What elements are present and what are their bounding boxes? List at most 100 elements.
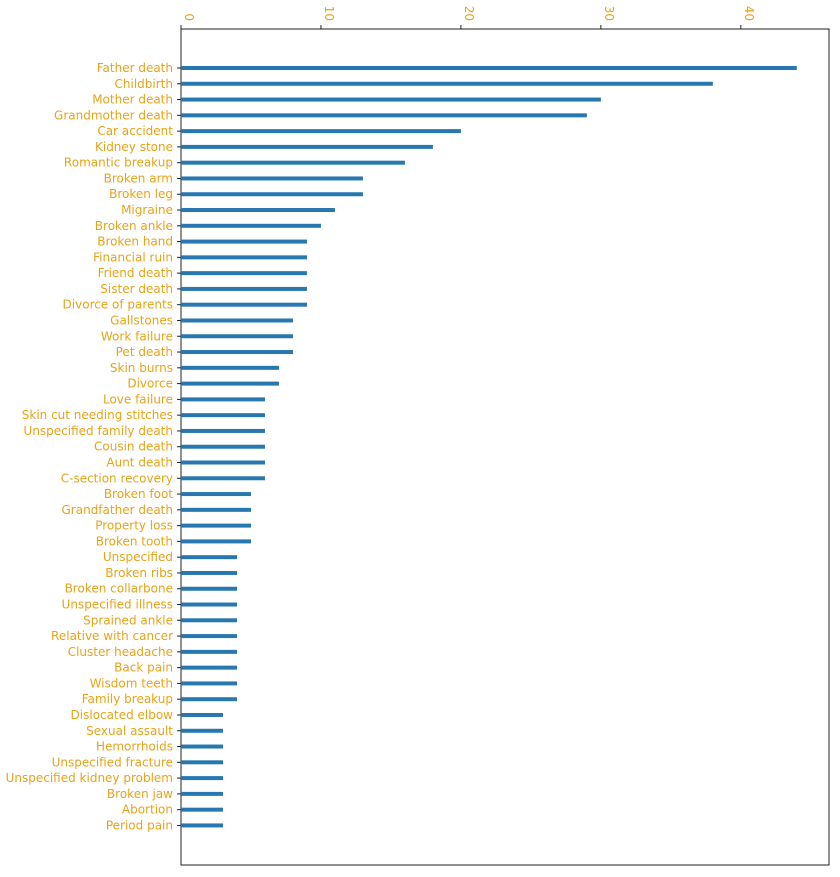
bar (181, 350, 293, 355)
bar (181, 239, 307, 244)
category-label: Mother death (92, 93, 173, 107)
category-label: Broken ankle (95, 219, 173, 233)
category-label: Unspecified (103, 550, 173, 564)
bar (181, 113, 587, 118)
bar (181, 444, 265, 449)
bar (181, 66, 797, 70)
bar (181, 586, 237, 591)
category-label: Broken leg (109, 187, 173, 201)
bar (181, 618, 237, 623)
bar (181, 176, 363, 181)
category-label: Family breakup (82, 692, 173, 706)
category-label: Skin burns (110, 361, 173, 375)
bar (181, 255, 307, 260)
category-label: C-section recovery (61, 471, 173, 485)
category-label: Sprained ankle (83, 613, 173, 627)
bar (181, 334, 293, 339)
category-label: Pet death (116, 345, 173, 359)
category-label: Childbirth (115, 77, 173, 91)
category-label: Broken hand (97, 235, 173, 249)
category-label: Car accident (97, 124, 173, 138)
bar (181, 760, 223, 765)
category-label: Divorce (127, 377, 173, 391)
category-label: Unspecified kidney problem (6, 771, 173, 785)
category-label: Father death (97, 61, 173, 75)
category-labels: Father death Childbirth Mother deathGrandm… (6, 61, 181, 832)
bar (181, 365, 279, 370)
category-label: Grandmother death (54, 108, 173, 122)
bar (181, 144, 433, 149)
x-tick-label: 0 (182, 13, 196, 21)
category-label: Relative with cancer (51, 629, 173, 643)
bar (181, 728, 223, 733)
category-label: Friend death (98, 266, 173, 280)
bar (181, 712, 223, 717)
category-label: Unspecified fracture (52, 755, 173, 769)
bar (181, 192, 363, 197)
bar (181, 507, 251, 512)
x-tick-label: 30 (602, 6, 616, 21)
bar (181, 286, 307, 291)
bar (181, 744, 223, 749)
category-label: Broken ribs (105, 566, 173, 580)
bar (181, 555, 237, 560)
category-label: Grandfather death (62, 503, 174, 517)
bar (181, 649, 237, 654)
bar (181, 665, 237, 670)
x-tick-label: 20 (462, 6, 476, 21)
category-label: Sexual assault (86, 724, 173, 738)
category-label: Aunt death (106, 456, 173, 470)
bar (181, 539, 251, 544)
bar (181, 81, 713, 86)
bar (181, 129, 461, 134)
x-tick-label: 40 (742, 6, 756, 21)
category-label: Cluster headache (68, 645, 173, 659)
bar (181, 208, 335, 213)
category-label: Cousin death (94, 440, 173, 454)
bar (181, 776, 223, 781)
bar (181, 823, 223, 828)
bar (181, 570, 237, 575)
bar (181, 97, 601, 102)
x-tick-label: 10 (322, 6, 336, 21)
category-label: Broken tooth (96, 534, 173, 548)
category-label: Financial ruin (93, 250, 173, 264)
category-label: Abortion (122, 803, 173, 817)
category-label: Wisdom teeth (90, 676, 173, 690)
bars (181, 66, 797, 828)
category-label: Broken jaw (107, 787, 173, 801)
category-label: Skin cut needing stitches (22, 408, 173, 422)
bar (181, 223, 321, 228)
bar (181, 160, 405, 165)
category-label: Divorce of parents (63, 298, 173, 312)
bar (181, 807, 223, 812)
category-label: Dislocated elbow (71, 708, 174, 722)
bar (181, 413, 265, 418)
category-label: Unspecified family death (24, 424, 173, 438)
category-label: Broken collarbone (65, 582, 173, 596)
bar (181, 681, 237, 686)
bar (181, 318, 293, 323)
category-label: Period pain (106, 818, 173, 832)
plot-area (180, 28, 830, 866)
bar (181, 460, 265, 465)
category-label: Back pain (114, 661, 173, 675)
category-label: Broken foot (104, 487, 173, 501)
bar (181, 602, 237, 607)
bar (181, 523, 251, 528)
category-label: Sister death (100, 282, 173, 296)
category-label: Kidney stone (95, 140, 173, 154)
bar (181, 302, 307, 307)
category-label: Hemorrhoids (96, 740, 173, 754)
bar (181, 492, 251, 497)
category-label: Unspecified illness (62, 598, 173, 612)
bar (181, 791, 223, 796)
bar (181, 697, 237, 702)
category-label: Love failure (103, 392, 173, 406)
bar (181, 381, 279, 386)
category-label: Gallstones (110, 313, 173, 327)
bar (181, 476, 265, 481)
category-label: Property loss (95, 519, 173, 533)
category-label: Work failure (101, 329, 173, 343)
